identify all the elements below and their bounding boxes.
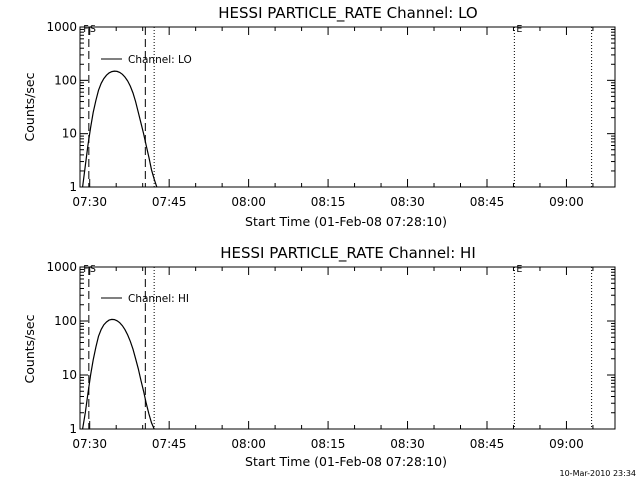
x-tick-label: 08:45 [470, 195, 505, 209]
series-line [82, 70, 158, 187]
legend-label: Channel: HI [128, 293, 189, 305]
marker-f: F [83, 24, 88, 35]
y-tick-label: 1 [69, 180, 77, 194]
marker-e: E [516, 24, 522, 35]
x-tick-label: 09:00 [549, 195, 584, 209]
timestamp: 10-Mar-2010 23:34 [560, 469, 637, 478]
marker-f: F [83, 264, 88, 275]
x-axis-label: Start Time (01-Feb-08 07:28:10) [245, 454, 447, 469]
x-axis-label: Start Time (01-Feb-08 07:28:10) [245, 214, 447, 229]
panel-lo: HESSI PARTICLE_RATE Channel: LO Start Ti… [22, 4, 616, 229]
x-tick-label: 08:45 [470, 437, 505, 451]
marker-s: S [90, 264, 96, 275]
y-tick-label: 10 [62, 127, 77, 141]
x-tick-label: 08:30 [390, 195, 425, 209]
chart-title: HESSI PARTICLE_RATE Channel: HI [220, 244, 476, 263]
x-tick-label: 08:15 [311, 437, 346, 451]
y-tick-label: 1000 [46, 260, 77, 274]
y-tick-label: 100 [54, 314, 77, 328]
y-tick-label: 100 [54, 73, 77, 87]
legend-label: Channel: LO [128, 54, 192, 66]
marker-s: S [90, 24, 96, 35]
x-tick-label: 07:45 [152, 195, 187, 209]
x-tick-label: 09:00 [549, 437, 584, 451]
marker-e: E [516, 264, 522, 275]
plot-frame [79, 266, 616, 430]
panel-hi: HESSI PARTICLE_RATE Channel: HI Start Ti… [22, 244, 616, 469]
x-tick-label: 07:30 [72, 437, 107, 451]
y-tick-label: 10 [62, 368, 77, 382]
series-line [82, 318, 155, 429]
x-tick-label: 08:30 [390, 437, 425, 451]
y-axis-label: Counts/sec [22, 72, 37, 141]
y-axis-label: Counts/sec [22, 314, 37, 383]
chart-title: HESSI PARTICLE_RATE Channel: LO [218, 4, 477, 23]
y-tick-label: 1000 [46, 20, 77, 34]
x-tick-label: 08:15 [311, 195, 346, 209]
y-tick-label: 1 [69, 422, 77, 436]
x-tick-label: 08:00 [231, 195, 266, 209]
plot-frame [79, 26, 616, 188]
x-tick-label: 08:00 [231, 437, 266, 451]
x-tick-label: 07:45 [152, 437, 187, 451]
x-tick-label: 07:30 [72, 195, 107, 209]
